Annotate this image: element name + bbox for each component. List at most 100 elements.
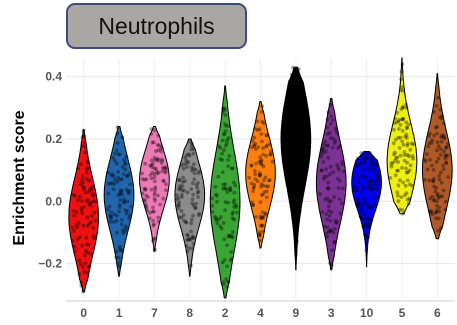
- data-point: [84, 167, 89, 171]
- data-point: [230, 230, 235, 234]
- data-point: [195, 190, 200, 195]
- data-point: [191, 203, 196, 208]
- data-point: [143, 186, 147, 191]
- data-point: [403, 183, 408, 188]
- data-point: [441, 167, 446, 172]
- data-point: [259, 223, 264, 228]
- data-point: [77, 272, 82, 276]
- data-point: [393, 159, 397, 163]
- data-point: [439, 147, 443, 152]
- data-point: [374, 186, 379, 191]
- data-point: [128, 182, 133, 187]
- data-point: [285, 128, 290, 133]
- data-point: [360, 209, 364, 214]
- data-point: [439, 116, 444, 121]
- data-point: [112, 220, 116, 224]
- data-point: [376, 169, 380, 174]
- data-point: [404, 191, 409, 196]
- data-point: [283, 155, 288, 160]
- data-point: [284, 167, 288, 171]
- data-point: [259, 223, 264, 228]
- data-point: [185, 165, 189, 170]
- data-point: [230, 235, 235, 240]
- data-point: [117, 247, 122, 252]
- data-point: [153, 187, 158, 192]
- data-point: [325, 196, 330, 201]
- data-point: [120, 177, 124, 182]
- data-point: [220, 158, 225, 162]
- data-point: [87, 264, 92, 269]
- data-point: [423, 159, 428, 164]
- data-point: [109, 173, 114, 177]
- data-point: [81, 223, 86, 228]
- data-point: [332, 226, 337, 231]
- y-tick-label: 0.2: [45, 132, 62, 146]
- data-point: [157, 143, 161, 148]
- data-point: [376, 175, 381, 180]
- data-point: [110, 181, 115, 185]
- data-point: [395, 168, 399, 173]
- data-point: [145, 208, 150, 213]
- data-point: [153, 198, 158, 203]
- data-point: [361, 202, 366, 207]
- data-point: [403, 153, 407, 157]
- data-point: [437, 216, 441, 221]
- data-point: [430, 138, 435, 143]
- data-point: [358, 214, 363, 219]
- data-point: [115, 180, 120, 184]
- data-point: [117, 202, 122, 207]
- data-point: [222, 108, 227, 113]
- data-point: [122, 161, 127, 166]
- x-tick-label: 5: [399, 306, 406, 320]
- data-point: [196, 189, 201, 194]
- data-point: [83, 145, 88, 149]
- data-point: [257, 159, 262, 164]
- data-point: [325, 186, 330, 191]
- data-point: [435, 131, 439, 136]
- data-point: [111, 155, 115, 160]
- data-point: [108, 213, 112, 218]
- y-tick-label: −0.2: [38, 257, 62, 271]
- data-point: [79, 206, 84, 211]
- data-point: [115, 125, 120, 130]
- data-point: [286, 178, 291, 182]
- data-point: [299, 153, 304, 158]
- data-point: [436, 228, 441, 233]
- data-point: [397, 127, 401, 131]
- data-point: [152, 179, 157, 184]
- data-point: [109, 210, 114, 215]
- data-point: [223, 122, 227, 126]
- data-point: [299, 107, 304, 111]
- data-point: [422, 157, 427, 162]
- data-point: [369, 217, 373, 222]
- data-point: [178, 184, 182, 189]
- data-point: [197, 211, 202, 216]
- data-point: [390, 160, 395, 165]
- data-point: [327, 214, 332, 218]
- data-point: [119, 222, 124, 227]
- data-point: [427, 134, 431, 139]
- data-point: [113, 177, 118, 182]
- data-point: [163, 165, 168, 169]
- data-point: [184, 220, 188, 224]
- data-point: [228, 258, 233, 263]
- data-point: [329, 263, 334, 268]
- data-point: [401, 180, 406, 185]
- data-point: [249, 181, 254, 186]
- data-point: [182, 162, 186, 167]
- data-point: [428, 158, 432, 162]
- data-point: [116, 175, 121, 180]
- data-point: [291, 201, 296, 205]
- data-point: [108, 219, 113, 224]
- data-point: [120, 135, 125, 140]
- data-point: [327, 199, 332, 204]
- data-point: [435, 208, 439, 213]
- data-point: [150, 170, 155, 175]
- data-point: [253, 141, 258, 146]
- data-point: [115, 141, 120, 146]
- data-point: [328, 136, 333, 140]
- data-point: [190, 168, 194, 173]
- data-point: [122, 199, 127, 204]
- data-point: [400, 62, 405, 66]
- data-point: [288, 135, 293, 139]
